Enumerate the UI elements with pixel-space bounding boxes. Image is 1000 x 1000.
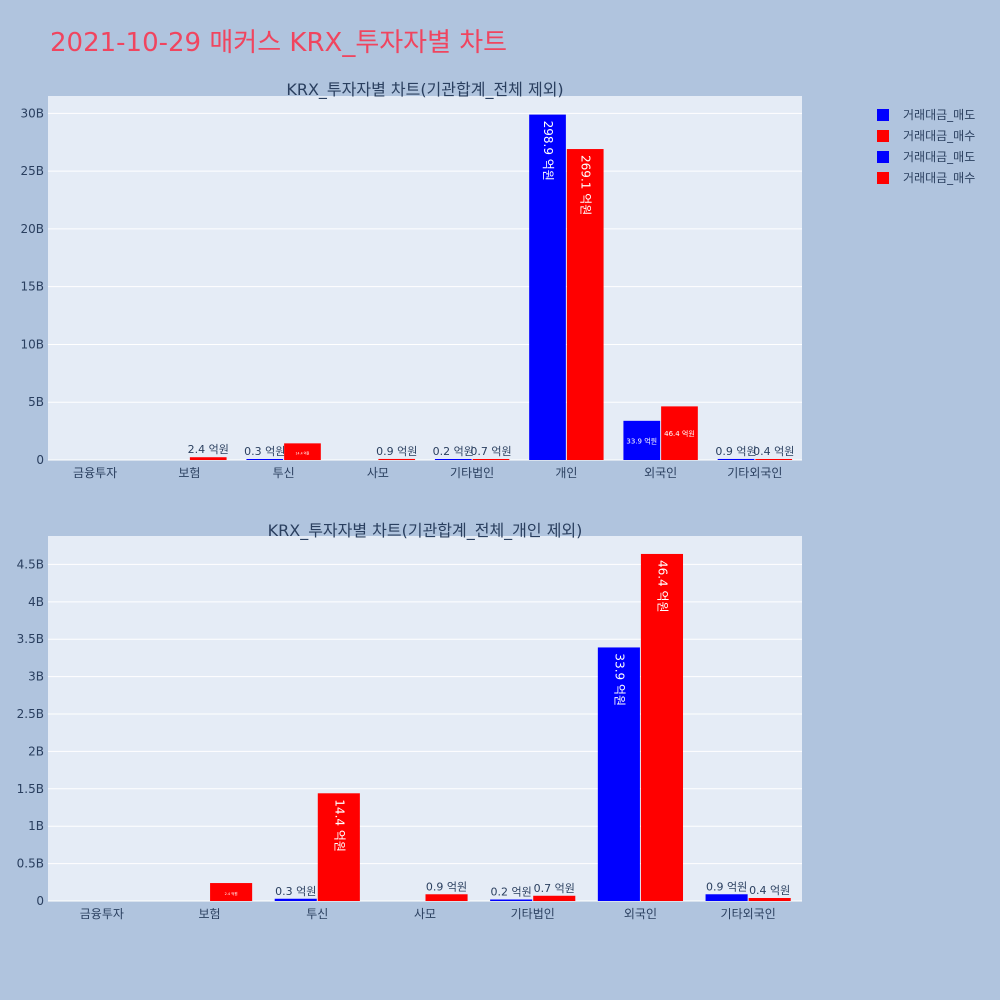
- data-label: 0.4 억원: [753, 445, 794, 458]
- chart-title: KRX_투자자별 차트(기관합계_전체 제외): [286, 80, 563, 100]
- bar-buy: [533, 895, 576, 901]
- y-tick-label: 10B: [20, 337, 44, 351]
- bar-buy: [755, 459, 793, 460]
- y-tick-label: 1.5B: [17, 782, 44, 796]
- data-label: 33.9 억원: [612, 653, 626, 706]
- bar-buy: [317, 793, 360, 901]
- bar-buy: [210, 883, 253, 901]
- y-tick-label: 3B: [28, 670, 44, 684]
- x-tick-label: 외국인: [624, 907, 657, 921]
- y-tick-label: 2B: [28, 744, 44, 758]
- bar-sell: [597, 647, 640, 901]
- y-tick-label: 3.5B: [17, 632, 44, 646]
- y-tick-label: 2.5B: [17, 707, 44, 721]
- data-label: 0.2 억원: [491, 886, 532, 899]
- bar-sell: [434, 459, 472, 460]
- data-label: 46.4 억원: [655, 560, 669, 613]
- legend-swatch: [877, 108, 889, 121]
- data-label: 14.4 억원: [296, 451, 310, 456]
- data-label: 0.3 억원: [275, 885, 316, 898]
- legend-label: 거래대금_매도: [903, 150, 976, 164]
- bar-buy: [472, 459, 510, 460]
- bar-sell: [623, 420, 661, 460]
- x-tick-label: 금융투자: [73, 466, 117, 480]
- bar-sell: [705, 894, 748, 901]
- chart-title: KRX_투자자별 차트(기관합계_전체_개인 제외): [268, 521, 583, 541]
- y-tick-label: 1B: [28, 819, 44, 833]
- x-tick-label: 보험: [178, 466, 200, 480]
- x-tick-label: 투신: [306, 907, 328, 921]
- data-label: 0.9 억원: [715, 445, 756, 458]
- legend-swatch: [877, 171, 889, 184]
- y-tick-label: 0: [36, 453, 44, 467]
- y-tick-label: 0: [36, 894, 44, 908]
- x-tick-label: 기타법인: [450, 466, 494, 480]
- bar-sell: [274, 898, 317, 901]
- bar-buy: [640, 553, 684, 901]
- legend-label: 거래대금_매수: [903, 171, 976, 185]
- data-label: 2.4 억원: [225, 891, 238, 896]
- y-tick-label: 4B: [28, 595, 44, 609]
- legend-label: 거래대금_매도: [903, 108, 976, 122]
- x-tick-label: 사모: [414, 907, 436, 921]
- chart-excluding-individual: 0 0.5B 1B 1.5B 2B 2.5B 3B 3.5B 4B 4.5B KRX_투자자별 차트…: [17, 521, 802, 921]
- bar-buy: [661, 406, 698, 460]
- bar-sell: [246, 459, 284, 460]
- x-tick-label: 금융투자: [80, 907, 124, 921]
- data-label: 2.4 억원: [188, 443, 229, 456]
- bar-sell: [717, 458, 755, 460]
- legend: 거래대금_매도 거래대금_매수 거래대금_매도 거래대금_매수: [870, 104, 975, 188]
- x-tick-label: 사모: [367, 466, 389, 480]
- x-tick-label: 기타법인: [511, 907, 555, 921]
- legend-item-sell[interactable]: 거래대금_매도: [870, 146, 975, 167]
- data-label: 46.4 억원: [664, 429, 695, 438]
- bar-sell: [529, 114, 566, 461]
- y-tick-label: 30B: [20, 106, 44, 120]
- data-label: 0.9 억원: [426, 880, 467, 893]
- data-label: 0.2 억원: [433, 445, 474, 458]
- plot-area: [48, 96, 802, 460]
- x-tick-label: 개인: [555, 466, 577, 480]
- legend-swatch: [877, 150, 889, 163]
- x-tick-label: 투신: [273, 466, 295, 480]
- data-label: 0.3 억원: [244, 445, 285, 458]
- bar-buy: [378, 458, 416, 460]
- x-tick-label: 기타외국인: [721, 907, 776, 921]
- data-label: 0.7 억원: [470, 445, 511, 458]
- bar-sell: [490, 899, 533, 901]
- y-tick-label: 25B: [20, 164, 44, 178]
- data-label: 33.9 억원: [626, 436, 657, 445]
- data-label: 0.9 억원: [376, 445, 417, 458]
- x-tick-label: 기타외국인: [727, 466, 782, 480]
- chart-all-investors: 0 5B 10B 15B 20B 25B 30B KRX_투자자별 차트(기관합계_전체 제외…: [20, 80, 802, 480]
- y-tick-label: 20B: [20, 222, 44, 236]
- page-title: 2021-10-29 매커스 KRX_투자자별 차트: [50, 28, 508, 58]
- bar-buy: [425, 894, 468, 901]
- data-label: 0.7 억원: [534, 882, 575, 895]
- data-label: 0.4 억원: [749, 884, 790, 897]
- bar-buy: [284, 443, 321, 460]
- data-label: 0.9 억원: [706, 880, 747, 893]
- x-tick-label: 보험: [199, 907, 221, 921]
- plot-area: [48, 536, 802, 901]
- legend-swatch: [877, 129, 889, 142]
- legend-item-buy[interactable]: 거래대금_매수: [870, 125, 975, 146]
- legend-item-buy[interactable]: 거래대금_매수: [870, 167, 975, 188]
- data-label: 298.9 억원: [541, 121, 555, 181]
- bar-buy: [566, 149, 604, 461]
- data-label: 269.1 억원: [579, 155, 593, 215]
- bar-buy: [748, 898, 791, 901]
- y-tick-label: 0.5B: [17, 857, 44, 871]
- legend-label: 거래대금_매수: [903, 129, 976, 143]
- y-tick-label: 5B: [28, 395, 44, 409]
- y-tick-label: 4.5B: [17, 557, 44, 571]
- x-tick-label: 외국인: [644, 466, 677, 480]
- y-tick-label: 15B: [20, 280, 44, 294]
- data-label: 14.4 억원: [332, 799, 346, 852]
- legend-item-sell[interactable]: 거래대금_매도: [870, 104, 975, 125]
- bar-buy: [189, 457, 227, 460]
